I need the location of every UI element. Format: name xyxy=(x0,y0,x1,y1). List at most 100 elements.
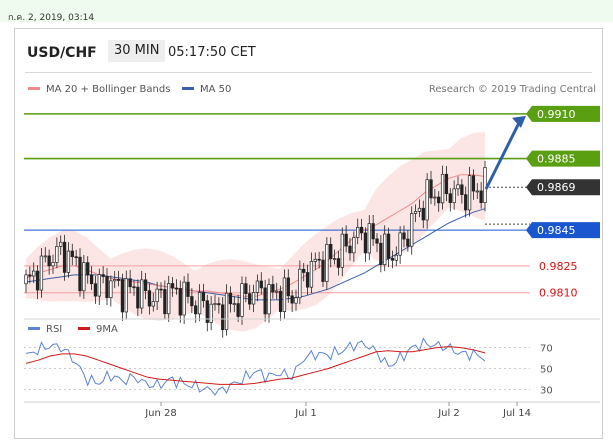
candle-body xyxy=(151,301,155,307)
rsi-line xyxy=(25,337,486,396)
level-tag-2 xyxy=(526,179,600,196)
candle xyxy=(124,270,128,320)
candle-body xyxy=(155,288,159,303)
candle-body xyxy=(413,211,418,214)
candle-body xyxy=(363,232,368,254)
candle-body xyxy=(394,254,398,261)
candle xyxy=(336,250,341,276)
candle-body xyxy=(325,243,329,282)
candle-body xyxy=(62,241,67,273)
candle-body xyxy=(70,250,74,258)
level-label-0: 0.9910 xyxy=(537,108,576,121)
candle-body xyxy=(371,223,375,240)
candle-body xyxy=(59,241,63,247)
candle-body xyxy=(197,292,202,315)
candle xyxy=(221,297,225,338)
candle-body xyxy=(417,207,422,212)
candle xyxy=(240,276,244,325)
chart-credit: Research © 2019 Trading Central xyxy=(429,84,596,95)
candle-body xyxy=(24,274,28,285)
time-label: 05:17:50 CET xyxy=(168,45,256,60)
candle-body xyxy=(28,274,32,277)
candle-body xyxy=(475,190,479,193)
candle-body xyxy=(479,190,483,203)
candle xyxy=(155,281,159,311)
candle-body xyxy=(248,293,252,305)
candle xyxy=(86,256,90,284)
candle xyxy=(286,269,290,303)
candle-body xyxy=(147,290,152,307)
candle xyxy=(143,273,148,300)
candle xyxy=(282,269,287,319)
projection-arrow-head xyxy=(512,115,526,128)
timeframe-badge[interactable]: 30 MIN xyxy=(108,40,166,62)
candle-body xyxy=(383,233,387,265)
candle-body xyxy=(471,175,476,192)
candle xyxy=(39,247,44,298)
candle xyxy=(379,235,383,273)
candle xyxy=(302,262,306,282)
candle-body xyxy=(136,286,140,309)
candle-body xyxy=(448,193,452,203)
level-tag-1 xyxy=(526,150,600,167)
candle-body xyxy=(97,274,101,297)
candle xyxy=(363,227,368,262)
candle xyxy=(74,249,78,266)
candle-body xyxy=(444,173,449,195)
level-label-4: 0.9825 xyxy=(539,260,578,273)
projection-arrow-shaft xyxy=(484,120,522,190)
candle-body xyxy=(375,238,379,244)
candle xyxy=(82,254,86,299)
candle-body xyxy=(105,276,109,298)
candle-body xyxy=(433,196,437,199)
candle-body xyxy=(74,256,78,259)
candle xyxy=(410,206,414,255)
candle xyxy=(147,283,152,315)
candle-body xyxy=(140,279,144,309)
candle-body xyxy=(51,262,55,267)
candle-body xyxy=(359,226,364,234)
candle-body xyxy=(386,233,391,259)
bollinger-band xyxy=(26,132,485,332)
candle xyxy=(140,270,144,314)
candle-body xyxy=(120,279,125,313)
candle-body xyxy=(221,304,225,331)
candle-body xyxy=(302,268,306,273)
candle xyxy=(321,251,325,288)
candle-body xyxy=(356,226,360,238)
candle-body xyxy=(286,277,290,297)
candle-body xyxy=(32,270,36,277)
candle xyxy=(483,160,487,212)
candle xyxy=(174,279,179,295)
candle xyxy=(93,275,98,304)
candle xyxy=(105,268,109,305)
candle xyxy=(128,269,132,294)
legend-label-ma50: MA 50 xyxy=(200,84,231,95)
legend-swatch-ma20 xyxy=(28,87,40,90)
candle-body xyxy=(35,270,40,291)
candle xyxy=(475,183,479,200)
candle-body xyxy=(313,258,317,262)
datetime-bar: ก.ค. 2, 2019, 03:14 xyxy=(0,0,613,23)
candle-body xyxy=(236,303,240,317)
candle xyxy=(35,265,40,300)
level-tag-0 xyxy=(526,105,600,122)
candle xyxy=(456,176,460,196)
rsi-9ma-line xyxy=(25,346,486,385)
candle xyxy=(444,165,449,202)
x-tick-label-3: Jul 14 xyxy=(502,408,531,419)
candle-body xyxy=(259,280,263,289)
candle-body xyxy=(190,296,194,307)
candle-body xyxy=(78,256,82,292)
candle-body xyxy=(244,283,248,294)
candle-body xyxy=(163,289,167,315)
candle xyxy=(151,292,155,312)
candle-body xyxy=(460,184,464,195)
candle-body xyxy=(398,232,402,256)
candle xyxy=(109,275,113,307)
candle xyxy=(367,215,371,261)
level-label-3: 0.9845 xyxy=(537,224,576,237)
candle xyxy=(452,180,456,210)
level-label-2: 0.9869 xyxy=(537,181,576,194)
candle xyxy=(394,246,398,267)
